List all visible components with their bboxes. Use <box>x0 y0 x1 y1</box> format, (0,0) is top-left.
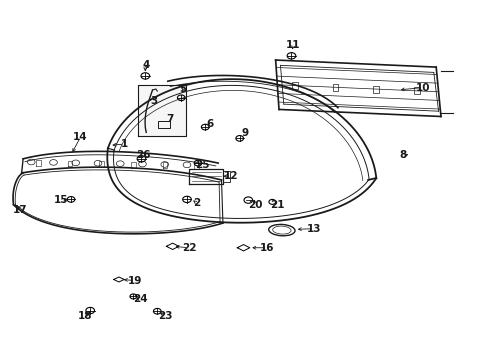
Bar <box>158 121 170 128</box>
Bar <box>373 86 378 93</box>
Text: 16: 16 <box>260 243 274 253</box>
Text: 2: 2 <box>193 198 200 208</box>
Text: 1: 1 <box>121 139 128 149</box>
Text: 4: 4 <box>142 60 150 70</box>
Text: 15: 15 <box>54 195 68 205</box>
Text: 14: 14 <box>73 132 88 142</box>
Bar <box>332 84 338 91</box>
Text: 7: 7 <box>166 114 173 124</box>
Text: 26: 26 <box>135 150 150 159</box>
Text: 13: 13 <box>306 224 321 234</box>
Bar <box>291 82 297 89</box>
Bar <box>413 87 419 94</box>
Text: 18: 18 <box>78 311 92 321</box>
Text: 17: 17 <box>13 205 27 215</box>
Text: 11: 11 <box>285 40 300 50</box>
Text: 12: 12 <box>224 171 238 181</box>
Text: 20: 20 <box>247 200 262 210</box>
Text: 3: 3 <box>149 96 157 106</box>
Text: 5: 5 <box>179 84 186 94</box>
Text: 9: 9 <box>242 129 248 139</box>
Text: 25: 25 <box>195 160 209 170</box>
Text: 23: 23 <box>158 311 172 321</box>
Text: 6: 6 <box>206 119 213 129</box>
Text: 24: 24 <box>132 294 147 304</box>
Text: 22: 22 <box>181 243 196 253</box>
Text: 21: 21 <box>269 200 284 210</box>
Text: 8: 8 <box>398 150 406 160</box>
Text: 19: 19 <box>128 275 142 285</box>
Bar <box>138 85 185 136</box>
Text: 10: 10 <box>415 82 429 93</box>
